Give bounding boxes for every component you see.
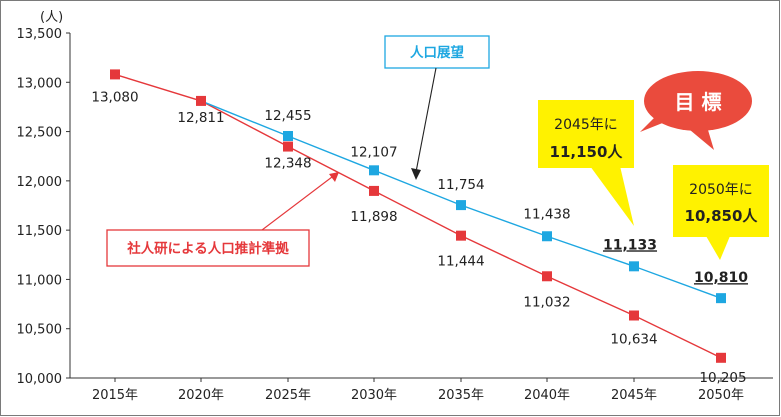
forecast-data-label: 10,205 [699,370,746,386]
forecast-data-label: 11,032 [523,294,570,310]
target-2045-box [538,100,634,168]
forecast-data-label: 12,811 [177,110,224,126]
forecast-point [456,230,466,241]
forecast-point [716,352,726,363]
x-ticks: 2015年 2020年 2025年 2030年 2035年 2040年 2045年 2050年 [92,378,744,403]
x-tick-label: 2015年 [92,388,138,403]
outlook-data-label: 12,107 [350,144,397,160]
outlook-data-label: 11,754 [437,177,484,193]
outlook-data-label: 11,438 [523,206,570,222]
forecast-point [110,69,120,80]
outlook-legend-label: 人口展望 [410,44,464,61]
outlook-legend-callout: 人口展望 [384,35,490,180]
data-labels: 13,080 12,811 12,348 11,898 11,444 11,032 10,6… [91,89,748,385]
target-bubble-body [644,71,752,131]
outlook-point [369,165,379,176]
target-2045-callout: 2045年に 11,150人 [538,100,634,226]
x-tick-label: 2035年 [438,388,484,403]
y-tick-label: 12,500 [17,126,63,141]
forecast-point [369,185,379,196]
x-tick-label: 2030年 [351,388,397,403]
x-tick-label: 2020年 [178,388,224,403]
target-2050-tail [706,236,730,260]
outlook-point [716,293,726,304]
forecast-data-label: 12,348 [264,156,311,172]
outlook-legend-box [384,35,490,69]
y-tick-label: 10,500 [17,323,63,338]
target-2045-tail [590,166,634,226]
y-axis-unit: (人) [40,10,63,25]
forecast-point [196,95,206,106]
target-2050-line2: 10,850人 [685,207,759,225]
target-bubble: 目 標 [640,71,752,150]
forecast-point [542,271,552,282]
outlook-data-label: 10,810 [694,270,748,286]
forecast-point [629,310,639,321]
target-bubble-label: 目 標 [675,90,722,114]
forecast-data-label: 11,444 [437,254,484,270]
target-2050-line1: 2050年に [689,182,753,198]
outlook-data-label: 12,455 [264,108,311,124]
forecast-arrow-line [261,176,333,231]
series-line-forecast [114,73,722,359]
forecast-legend-label: 社人研による人口推計準拠 [126,240,289,257]
outlook-arrow-line [415,67,437,173]
outlook-arrow-head [411,168,421,180]
y-tick-label: 13,000 [17,76,63,91]
outlook-point [456,200,466,211]
target-2050-box [673,165,769,237]
outlook-data-label: 11,133 [603,237,657,253]
forecast-point [283,141,293,152]
outlook-point [283,131,293,142]
x-tick-label: 2045年 [611,388,657,403]
target-2045-line2: 11,150人 [550,143,624,161]
forecast-data-label: 13,080 [91,89,138,105]
y-tick-label: 11,000 [17,273,63,288]
forecast-data-label: 11,898 [350,209,397,225]
x-tick-label: 2050年 [698,388,744,403]
y-tick-label: 11,500 [17,224,63,239]
x-tick-label: 2025年 [265,388,311,403]
forecast-arrow-head [329,172,339,182]
series-markers [110,69,726,363]
x-tick-label: 2040年 [524,388,570,403]
forecast-data-label: 10,634 [610,332,657,348]
target-2050-callout: 2050年に 10,850人 [673,165,769,260]
forecast-legend-box [106,229,310,267]
outlook-point [629,261,639,272]
target-2045-line1: 2045年に [554,117,618,133]
outlook-point [542,231,552,242]
y-tick-label: 12,000 [17,175,63,190]
y-tick-label: 10,000 [17,372,63,387]
forecast-legend-callout: 社人研による人口推計準拠 [106,172,339,267]
y-tick-label: 13,500 [17,27,63,42]
y-ticks: 10,000 10,500 11,000 11,500 12,000 12,500 13,0… [17,27,70,387]
